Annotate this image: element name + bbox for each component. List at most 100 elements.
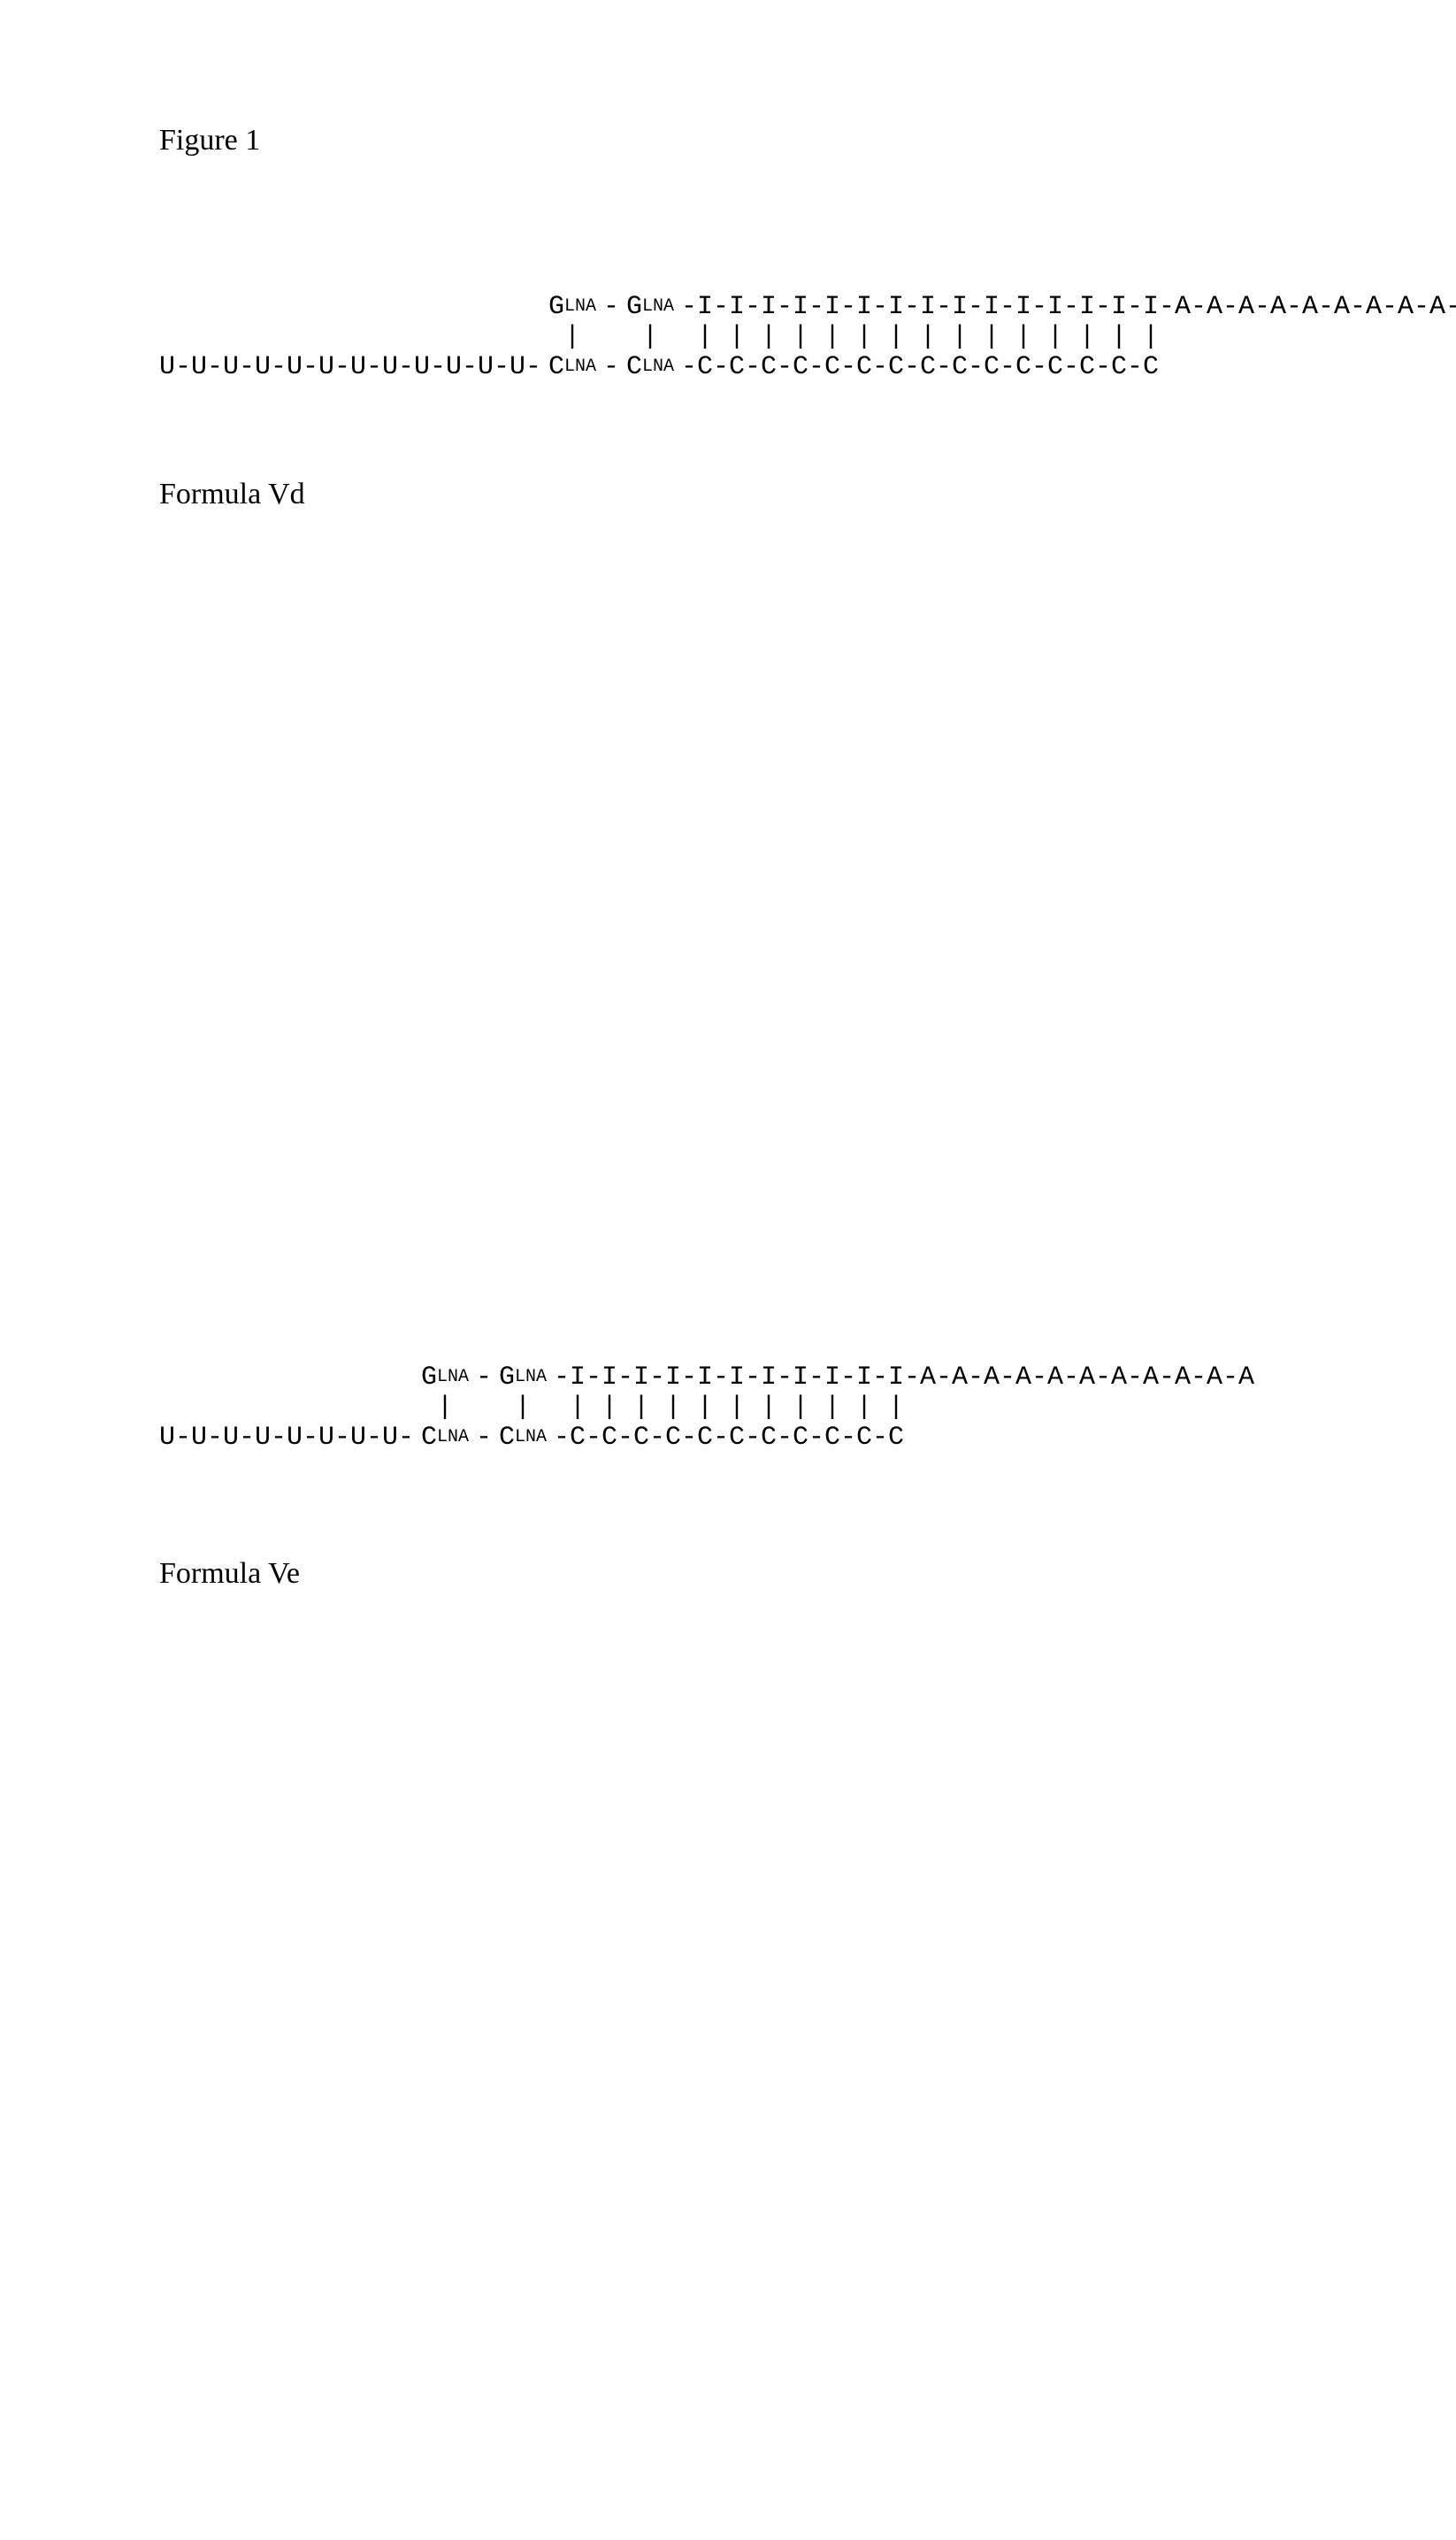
bond: | [619, 324, 681, 350]
seq-dash: - [398, 354, 414, 380]
seq-dash: - [968, 294, 984, 320]
seq-base: I [665, 1364, 681, 1391]
seq-dash: - [366, 1424, 382, 1451]
seq-base: C [984, 354, 1000, 380]
seq-base: C [729, 354, 745, 380]
seq-dash: - [617, 1364, 633, 1391]
seq-base: I [888, 1364, 904, 1391]
bond: | [920, 324, 936, 350]
bond: | [729, 1394, 745, 1421]
sequence-row-bottom: U-U-U-U-U-U-U-U-U-U-U-U-CLNA-CLNA-C-C-C-… [159, 352, 1456, 382]
seq-base: U [159, 1424, 175, 1451]
seq-dash: - [462, 354, 478, 380]
seq-base: U [159, 354, 175, 380]
seq-dash: - [617, 1424, 633, 1451]
seq-base: U [287, 354, 303, 380]
seq-base: A [1238, 294, 1254, 320]
seq-dash: - [476, 1424, 492, 1451]
seq-dash: - [554, 1364, 570, 1391]
seq-dash: - [1159, 1364, 1175, 1391]
seq-base: U [382, 1424, 398, 1451]
seq-base: C [729, 1424, 745, 1451]
seq-base: C [1079, 354, 1095, 380]
seq-base: C [633, 1424, 649, 1451]
seq-dash: - [494, 354, 510, 380]
seq-dash: - [1063, 354, 1079, 380]
seq-base: A [1111, 1364, 1127, 1391]
bond: | [824, 1394, 840, 1421]
seq-dash: - [904, 354, 920, 380]
seq-base: C [856, 354, 872, 380]
seq-dash: - [872, 294, 888, 320]
seq-dash: - [681, 294, 697, 320]
bond: | [761, 324, 777, 350]
seq-dash: - [840, 1364, 856, 1391]
seq-base: C [602, 1424, 617, 1451]
seq-base: I [729, 294, 745, 320]
seq-dash: - [713, 294, 729, 320]
seq-base: I [1079, 294, 1095, 320]
seq-dash: - [777, 1424, 793, 1451]
seq-base: A [1334, 294, 1350, 320]
seq-base: I [856, 1364, 872, 1391]
seq-dash: - [745, 1364, 761, 1391]
bond: | [665, 1394, 681, 1421]
seq-base: I [1015, 294, 1031, 320]
formula-label-ve: Formula Ve [159, 1557, 300, 1591]
seq-dash: - [1000, 354, 1015, 380]
seq-base: C [952, 354, 968, 380]
seq-dash: - [745, 1424, 761, 1451]
bond: | [856, 1394, 872, 1421]
bond: | [984, 324, 1000, 350]
page: Figure 1 GLNA-GLNA-I-I-I-I-I-I-I-I-I-I-I… [0, 0, 1456, 2540]
seq-dash: - [1095, 354, 1111, 380]
seq-dash: - [968, 1364, 984, 1391]
seq-base: I [1047, 294, 1063, 320]
bond-row: ||||||||||||||||| [159, 322, 1456, 352]
seq-base: A [1079, 1364, 1095, 1391]
bond: | [888, 1394, 904, 1421]
diagram-ve: GLNA-GLNA-I-I-I-I-I-I-I-I-I-I-I-A-A-A-A-… [159, 1362, 1254, 1453]
seq-base: A [1207, 294, 1222, 320]
seq-base: A [1207, 1364, 1222, 1391]
seq-dash: - [1127, 1364, 1143, 1391]
bond: | [761, 1394, 777, 1421]
seq-base: A [1175, 294, 1191, 320]
seq-base: C [824, 1424, 840, 1451]
seq-base: I [602, 1364, 617, 1391]
seq-base: A [1238, 1364, 1254, 1391]
sequence-row-top: GLNA-GLNA-I-I-I-I-I-I-I-I-I-I-I-A-A-A-A-… [159, 1362, 1254, 1393]
seq-dash: - [808, 294, 824, 320]
bond: | [1047, 324, 1063, 350]
seq-dash: - [777, 354, 793, 380]
seq-dash: - [713, 1424, 729, 1451]
seq-base: A [984, 1364, 1000, 1391]
diagram-vd: GLNA-GLNA-I-I-I-I-I-I-I-I-I-I-I-I-I-I-I-… [159, 292, 1456, 382]
seq-base: U [350, 354, 366, 380]
seq-dash: - [175, 1424, 191, 1451]
seq-base: A [1015, 1364, 1031, 1391]
seq-base: U [191, 1424, 207, 1451]
seq-dash: - [586, 1424, 602, 1451]
seq-base: A [1429, 294, 1445, 320]
seq-base: C [761, 354, 777, 380]
seq-dash: - [936, 354, 952, 380]
seq-dash: - [476, 1364, 492, 1391]
seq-dash: - [1063, 1364, 1079, 1391]
formula-label-vd: Formula Vd [159, 478, 305, 511]
sequence-row-top: GLNA-GLNA-I-I-I-I-I-I-I-I-I-I-I-I-I-I-I-… [159, 292, 1456, 322]
seq-base: U [287, 1424, 303, 1451]
seq-base: I [824, 294, 840, 320]
seq-dash: - [1063, 294, 1079, 320]
bond: | [824, 324, 840, 350]
seq-base: U [350, 1424, 366, 1451]
seq-dash: - [1127, 354, 1143, 380]
seq-dash: - [777, 1364, 793, 1391]
seq-dash: - [175, 354, 191, 380]
seq-base: U [382, 354, 398, 380]
seq-dash: - [840, 1424, 856, 1451]
seq-dash: - [1095, 294, 1111, 320]
seq-base: C [570, 1424, 586, 1451]
seq-base: U [510, 354, 525, 380]
seq-dash: - [1191, 294, 1207, 320]
